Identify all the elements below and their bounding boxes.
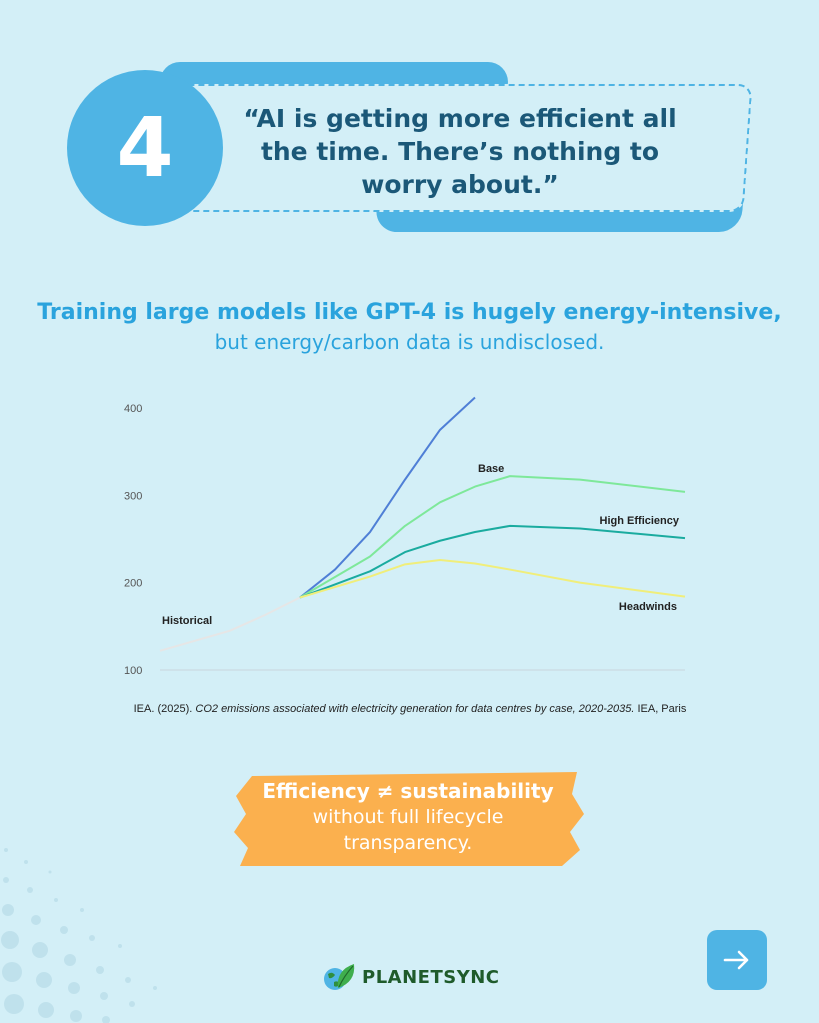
callout-line-2: transparency. [343, 832, 473, 854]
decorative-dots [1, 848, 157, 1023]
y-tick-label: 300 [124, 490, 142, 502]
lead-bold: Training large models like GPT-4 is huge… [37, 300, 782, 325]
arrow-right-icon [723, 950, 749, 970]
callout-bold: Efficiency ≠ sustainability [262, 779, 554, 803]
planet-leaf-logo-icon [324, 964, 355, 990]
emissions-line-chart: 100 200 300 400 Historical Base High Efficienc… [124, 396, 686, 677]
series-label: Headwinds [619, 601, 677, 613]
citation-suffix: IEA, Paris [634, 703, 687, 715]
brand-name: PLANETSYNC [362, 966, 500, 988]
chart-citation: IEA. (2025). CO2 emissions associated wi… [130, 702, 690, 717]
series-line [299, 475, 686, 599]
step-number: 4 [116, 100, 174, 196]
y-tick-label: 200 [124, 578, 142, 590]
series-line [159, 596, 301, 652]
callout: Efficiency ≠ sustainability without full… [232, 778, 584, 856]
step-number-badge: 4 [67, 70, 223, 226]
y-tick-label: 100 [124, 665, 142, 677]
brand: PLANETSYNC [322, 962, 500, 992]
myth-quote: “AI is getting more efficient all the ti… [243, 104, 677, 199]
series-label: Base [478, 463, 504, 475]
series-line [299, 558, 686, 599]
series-line [299, 396, 476, 599]
series-line [299, 524, 686, 599]
series-label: High Efficiency [600, 515, 680, 527]
lead-light: but energy/carbon data is undisclosed. [214, 330, 605, 354]
callout-brush-background [234, 772, 584, 866]
y-tick-label: 400 [124, 403, 142, 415]
series-label: Historical [162, 615, 212, 627]
callout-line-1: without full lifecycle [312, 806, 504, 828]
lead-text: Training large models like GPT-4 is huge… [0, 298, 819, 356]
citation-prefix: IEA. (2025). [133, 703, 196, 715]
next-button[interactable] [707, 930, 767, 990]
citation-title: CO2 emissions associated with electricit… [195, 703, 635, 715]
